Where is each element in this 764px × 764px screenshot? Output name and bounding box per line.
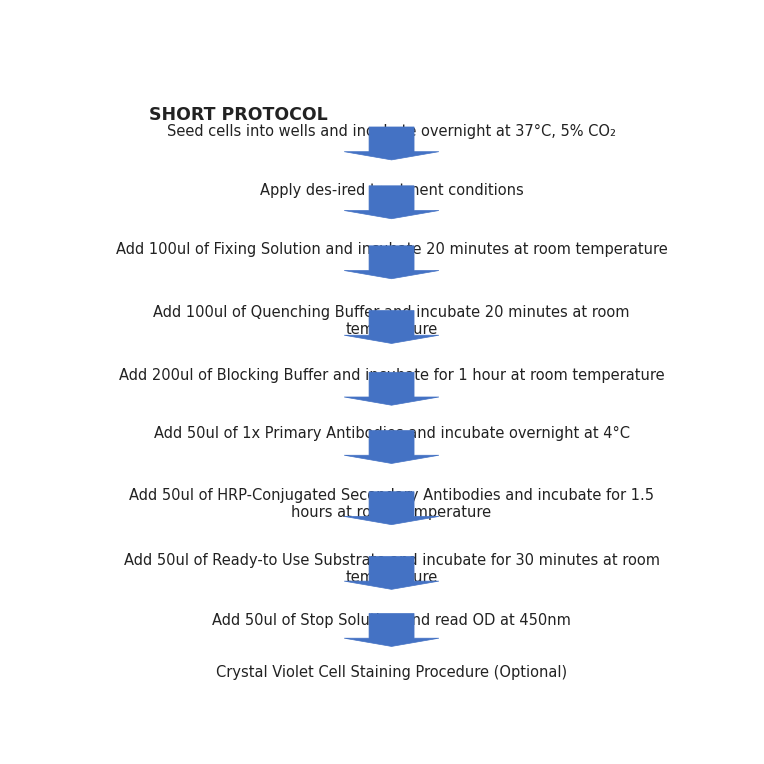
- Text: SHORT PROTOCOL: SHORT PROTOCOL: [149, 106, 328, 125]
- Text: Apply des­ired treatment conditions: Apply des­ired treatment conditions: [260, 183, 523, 198]
- Polygon shape: [345, 492, 439, 525]
- Polygon shape: [345, 186, 439, 219]
- Polygon shape: [345, 431, 439, 464]
- Text: Add 100ul of Quenching Buffer and incubate 20 minutes at room
temperature: Add 100ul of Quenching Buffer and incuba…: [154, 305, 630, 337]
- Polygon shape: [345, 310, 439, 344]
- Polygon shape: [345, 246, 439, 279]
- Text: Crystal Violet Cell Staining Procedure (Optional): Crystal Violet Cell Staining Procedure (…: [216, 665, 567, 680]
- Text: Add 50ul of 1x Primary Antibodies and incubate overnight at 4°C: Add 50ul of 1x Primary Antibodies and in…: [154, 426, 630, 441]
- Polygon shape: [345, 613, 439, 646]
- Text: Seed cells into wells and incubate overnight at 37°C, 5% CO₂: Seed cells into wells and incubate overn…: [167, 124, 616, 139]
- Text: Add 50ul of Ready-to Use Substrate and incubate for 30 minutes at room
temperatu: Add 50ul of Ready-to Use Substrate and i…: [124, 553, 659, 585]
- Text: Add 50ul of HRP-Conjugated Secondary Antibodies and incubate for 1.5
hours at ro: Add 50ul of HRP-Conjugated Secondary Ant…: [129, 487, 654, 520]
- Text: Add 200ul of Blocking Buffer and incubate for 1 hour at room temperature: Add 200ul of Blocking Buffer and incubat…: [118, 368, 665, 384]
- Polygon shape: [345, 372, 439, 405]
- Polygon shape: [345, 556, 439, 589]
- Text: Add 50ul of Stop Solution and read OD at 450nm: Add 50ul of Stop Solution and read OD at…: [212, 613, 571, 628]
- Polygon shape: [345, 127, 439, 160]
- Text: Add 100ul of Fixing Solution and incubate 20 minutes at room temperature: Add 100ul of Fixing Solution and incubat…: [115, 241, 668, 257]
